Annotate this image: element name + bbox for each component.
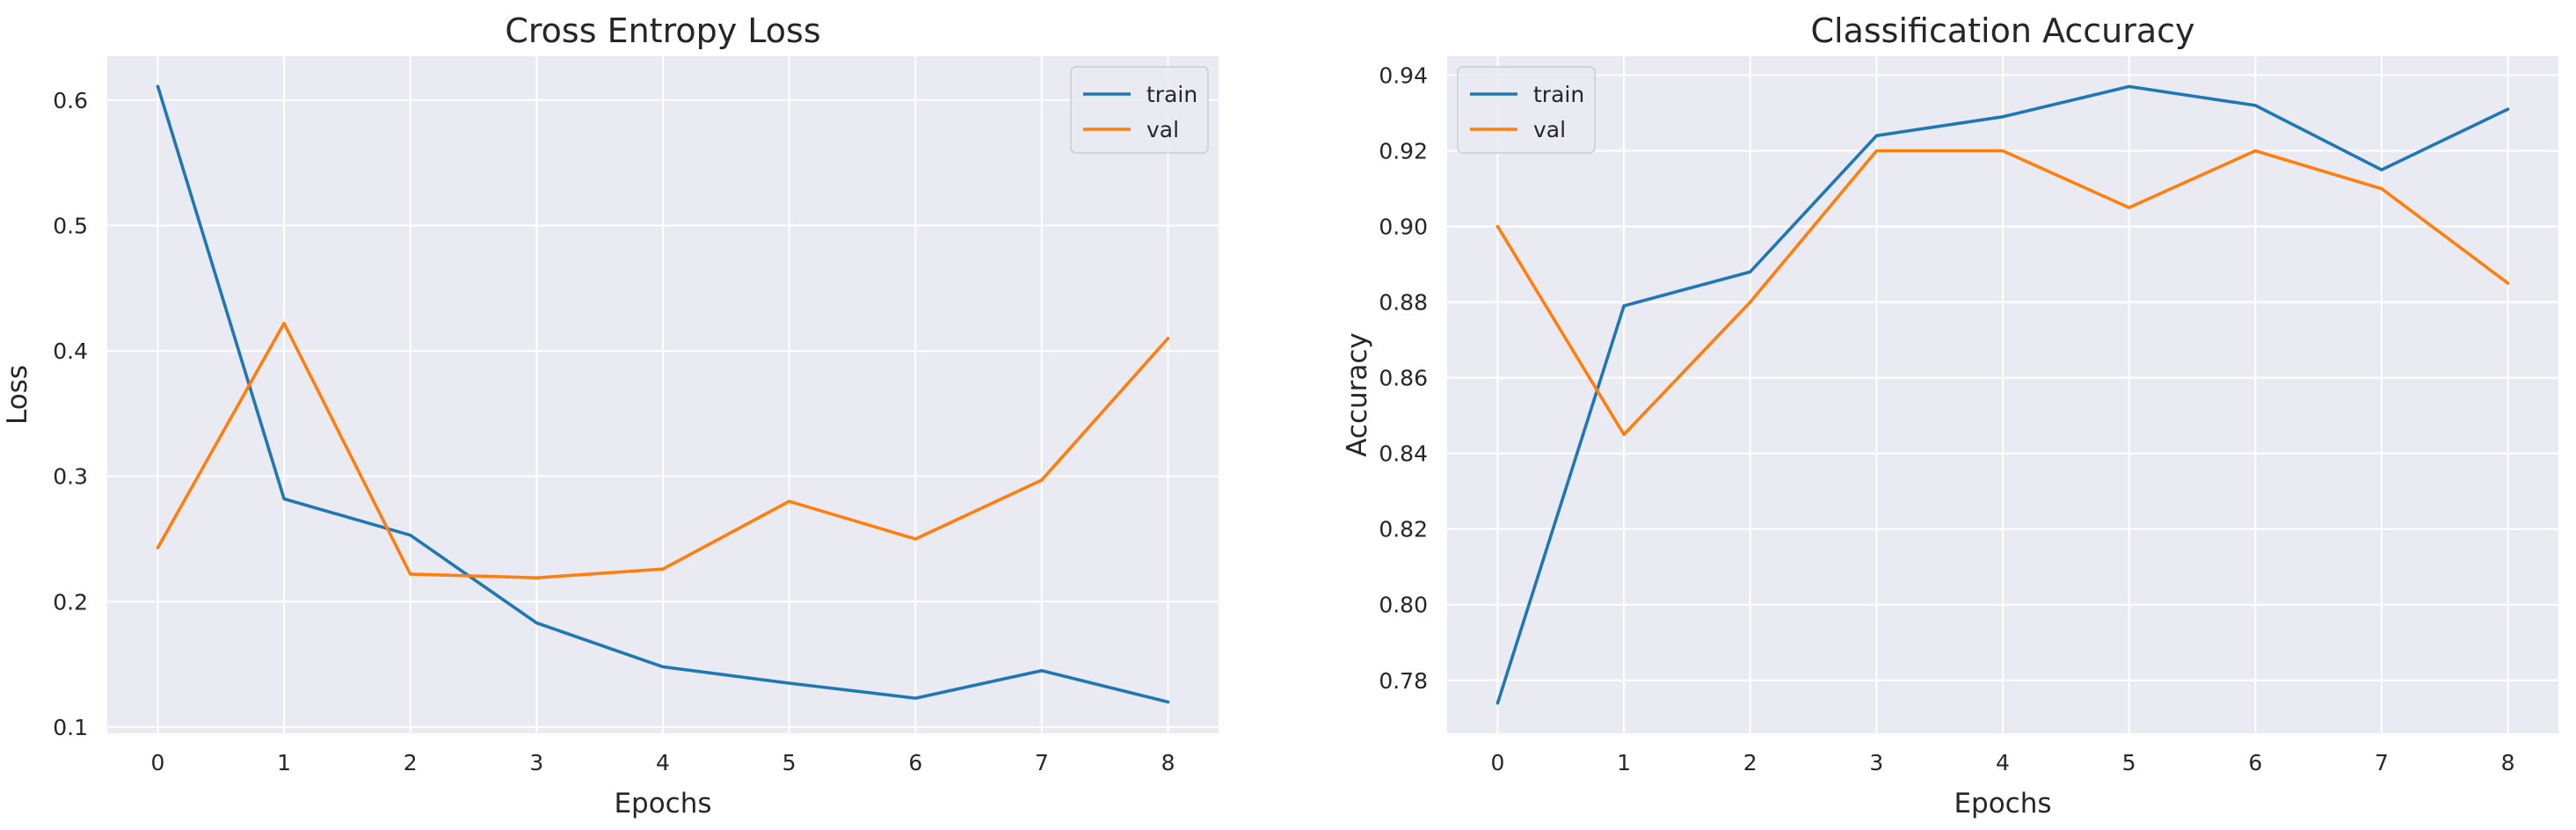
y-tick-label: 0.82 [1379,517,1428,542]
x-axis-label: Epochs [614,788,711,819]
y-axis-label: Accuracy [1342,332,1373,457]
x-tick-label: 3 [1869,750,1883,775]
x-tick-label: 2 [1743,750,1757,775]
x-tick-label: 0 [151,750,165,775]
legend-box [1070,66,1209,154]
x-tick-label: 7 [2375,750,2389,775]
series-line-val [1495,149,2510,437]
x-tick-label: 6 [908,750,922,775]
legend-label: train [1146,82,1197,107]
y-tick-label: 0.3 [53,464,88,490]
x-tick-label: 1 [277,750,291,775]
x-tick-label: 8 [2501,750,2515,775]
series-line-train [156,84,1170,704]
y-tick-label: 0.86 [1379,366,1428,391]
y-tick-label: 0.1 [53,715,88,740]
y-tick-label: 0.90 [1379,215,1428,240]
x-tick-label: 4 [656,750,670,775]
y-tick-label: 0.2 [53,589,88,615]
legend-label: val [1533,117,1566,142]
legend-label: train [1533,82,1584,107]
x-tick-label: 8 [1161,750,1175,775]
x-tick-label: 5 [2122,750,2136,775]
y-tick-label: 0.78 [1379,668,1428,694]
grid [1447,56,2558,733]
chart-title: Classification Accuracy [1811,11,2195,50]
y-tick-label: 0.6 [53,88,88,113]
x-tick-label: 1 [1617,750,1631,775]
x-tick-label: 3 [529,750,543,775]
chart-title: Cross Entropy Loss [505,11,820,50]
legend-box [1457,66,1596,154]
legend: train val [1070,66,1209,154]
y-tick-label: 0.5 [53,214,88,239]
x-tick-label: 5 [782,750,797,775]
y-tick-label: 0.80 [1379,593,1428,618]
loss-chart: 0 1 2 3 4 5 6 7 8 0.1 0.2 0.3 0.4 0.5 0.6 Cross Entropy… [2,11,1219,819]
legend: train val [1457,66,1596,154]
y-tick-label: 0.84 [1379,441,1428,467]
x-axis-label: Epochs [1954,788,2051,819]
y-tick-label: 0.88 [1379,290,1428,316]
series-line-train [1495,84,2510,705]
y-tick-label: 0.92 [1379,139,1428,164]
x-tick-label: 4 [1996,750,2010,775]
y-tick-label: 0.94 [1379,63,1428,89]
series-line-val [156,321,1170,580]
x-tick-label: 2 [404,750,418,775]
grid [107,56,1219,733]
accuracy-chart: 0 1 2 3 4 5 6 7 8 0.78 0.80 0.82 0.84 0.86 0.88 0.90 0.9… [1342,11,2558,819]
y-axis-label: Loss [2,365,33,425]
x-tick-label: 6 [2248,750,2262,775]
y-tick-label: 0.4 [53,339,88,364]
legend-label: val [1146,117,1179,142]
x-tick-label: 7 [1035,750,1049,775]
x-tick-label: 0 [1491,750,1505,775]
